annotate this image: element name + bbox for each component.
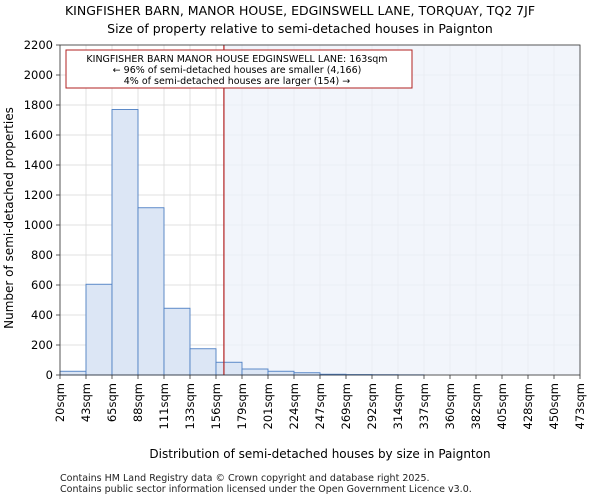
x-tick-label: 156sqm [209,383,223,429]
y-tick-label: 1400 [24,158,53,172]
y-tick-label: 2200 [24,38,53,52]
y-tick-label: 1000 [24,218,53,232]
x-tick-label: 43sqm [79,383,93,422]
highlight-region [223,45,581,375]
x-tick-label: 314sqm [391,383,405,429]
y-tick-label: 200 [31,338,53,352]
x-tick-label: 20sqm [53,383,67,422]
y-tick-label: 1200 [24,188,53,202]
y-axis-label: Number of semi-detached properties [2,107,16,329]
histogram-bar [189,348,217,376]
x-tick-label: 360sqm [443,383,457,429]
chart-subtitle: Size of property relative to semi-detach… [107,21,493,36]
annotation-line-3: 4% of semi-detached houses are larger (1… [124,76,351,87]
x-tick-label: 269sqm [339,383,353,429]
histogram-bar [137,207,165,376]
chart-title: KINGFISHER BARN, MANOR HOUSE, EDGINSWELL… [64,3,536,18]
histogram-bar [85,283,113,376]
x-tick-label: 405sqm [495,383,509,429]
y-tick-label: 800 [31,248,53,262]
annotation-line-1: KINGFISHER BARN MANOR HOUSE EDGINSWELL L… [86,54,387,65]
y-tick-label: 2000 [24,68,53,82]
histogram-bar [111,109,139,376]
x-tick-label: 382sqm [469,383,483,429]
y-tick-label: 0 [46,368,53,382]
x-tick-label: 133sqm [183,383,197,429]
x-tick-label: 224sqm [287,383,301,429]
y-tick-label: 600 [31,278,53,292]
histogram-chart: 0 200 400 600 800 1000 1200 1400 1600 1800 2000 220… [2,38,587,461]
y-tick-label: 400 [31,308,53,322]
x-axis-label: Distribution of semi-detached houses by … [149,447,490,461]
footer-licence: Contains public sector information licen… [60,484,472,495]
x-tick-label: 201sqm [261,383,275,429]
histogram-bar [267,370,295,376]
histogram-bar [215,361,243,376]
histogram-bar [241,368,269,376]
x-tick-label: 292sqm [365,383,379,429]
y-tick-label: 1800 [24,98,53,112]
y-tick-label: 1600 [24,128,53,142]
x-tick-label: 473sqm [573,383,587,429]
x-tick-label: 111sqm [157,383,171,429]
x-tick-label: 88sqm [131,383,145,422]
annotation-line-2: ← 96% of semi-detached houses are smalle… [113,65,362,76]
x-tick-label: 337sqm [417,383,431,429]
x-tick-label: 247sqm [313,383,327,429]
x-tick-label: 428sqm [521,383,535,429]
histogram-bar [59,370,87,376]
x-tick-label: 179sqm [235,383,249,429]
histogram-bar [163,307,191,376]
footer-copyright: Contains HM Land Registry data © Crown c… [60,473,430,484]
x-tick-label: 450sqm [547,383,561,429]
annotation-box [65,49,413,89]
x-tick-label: 65sqm [105,383,119,422]
